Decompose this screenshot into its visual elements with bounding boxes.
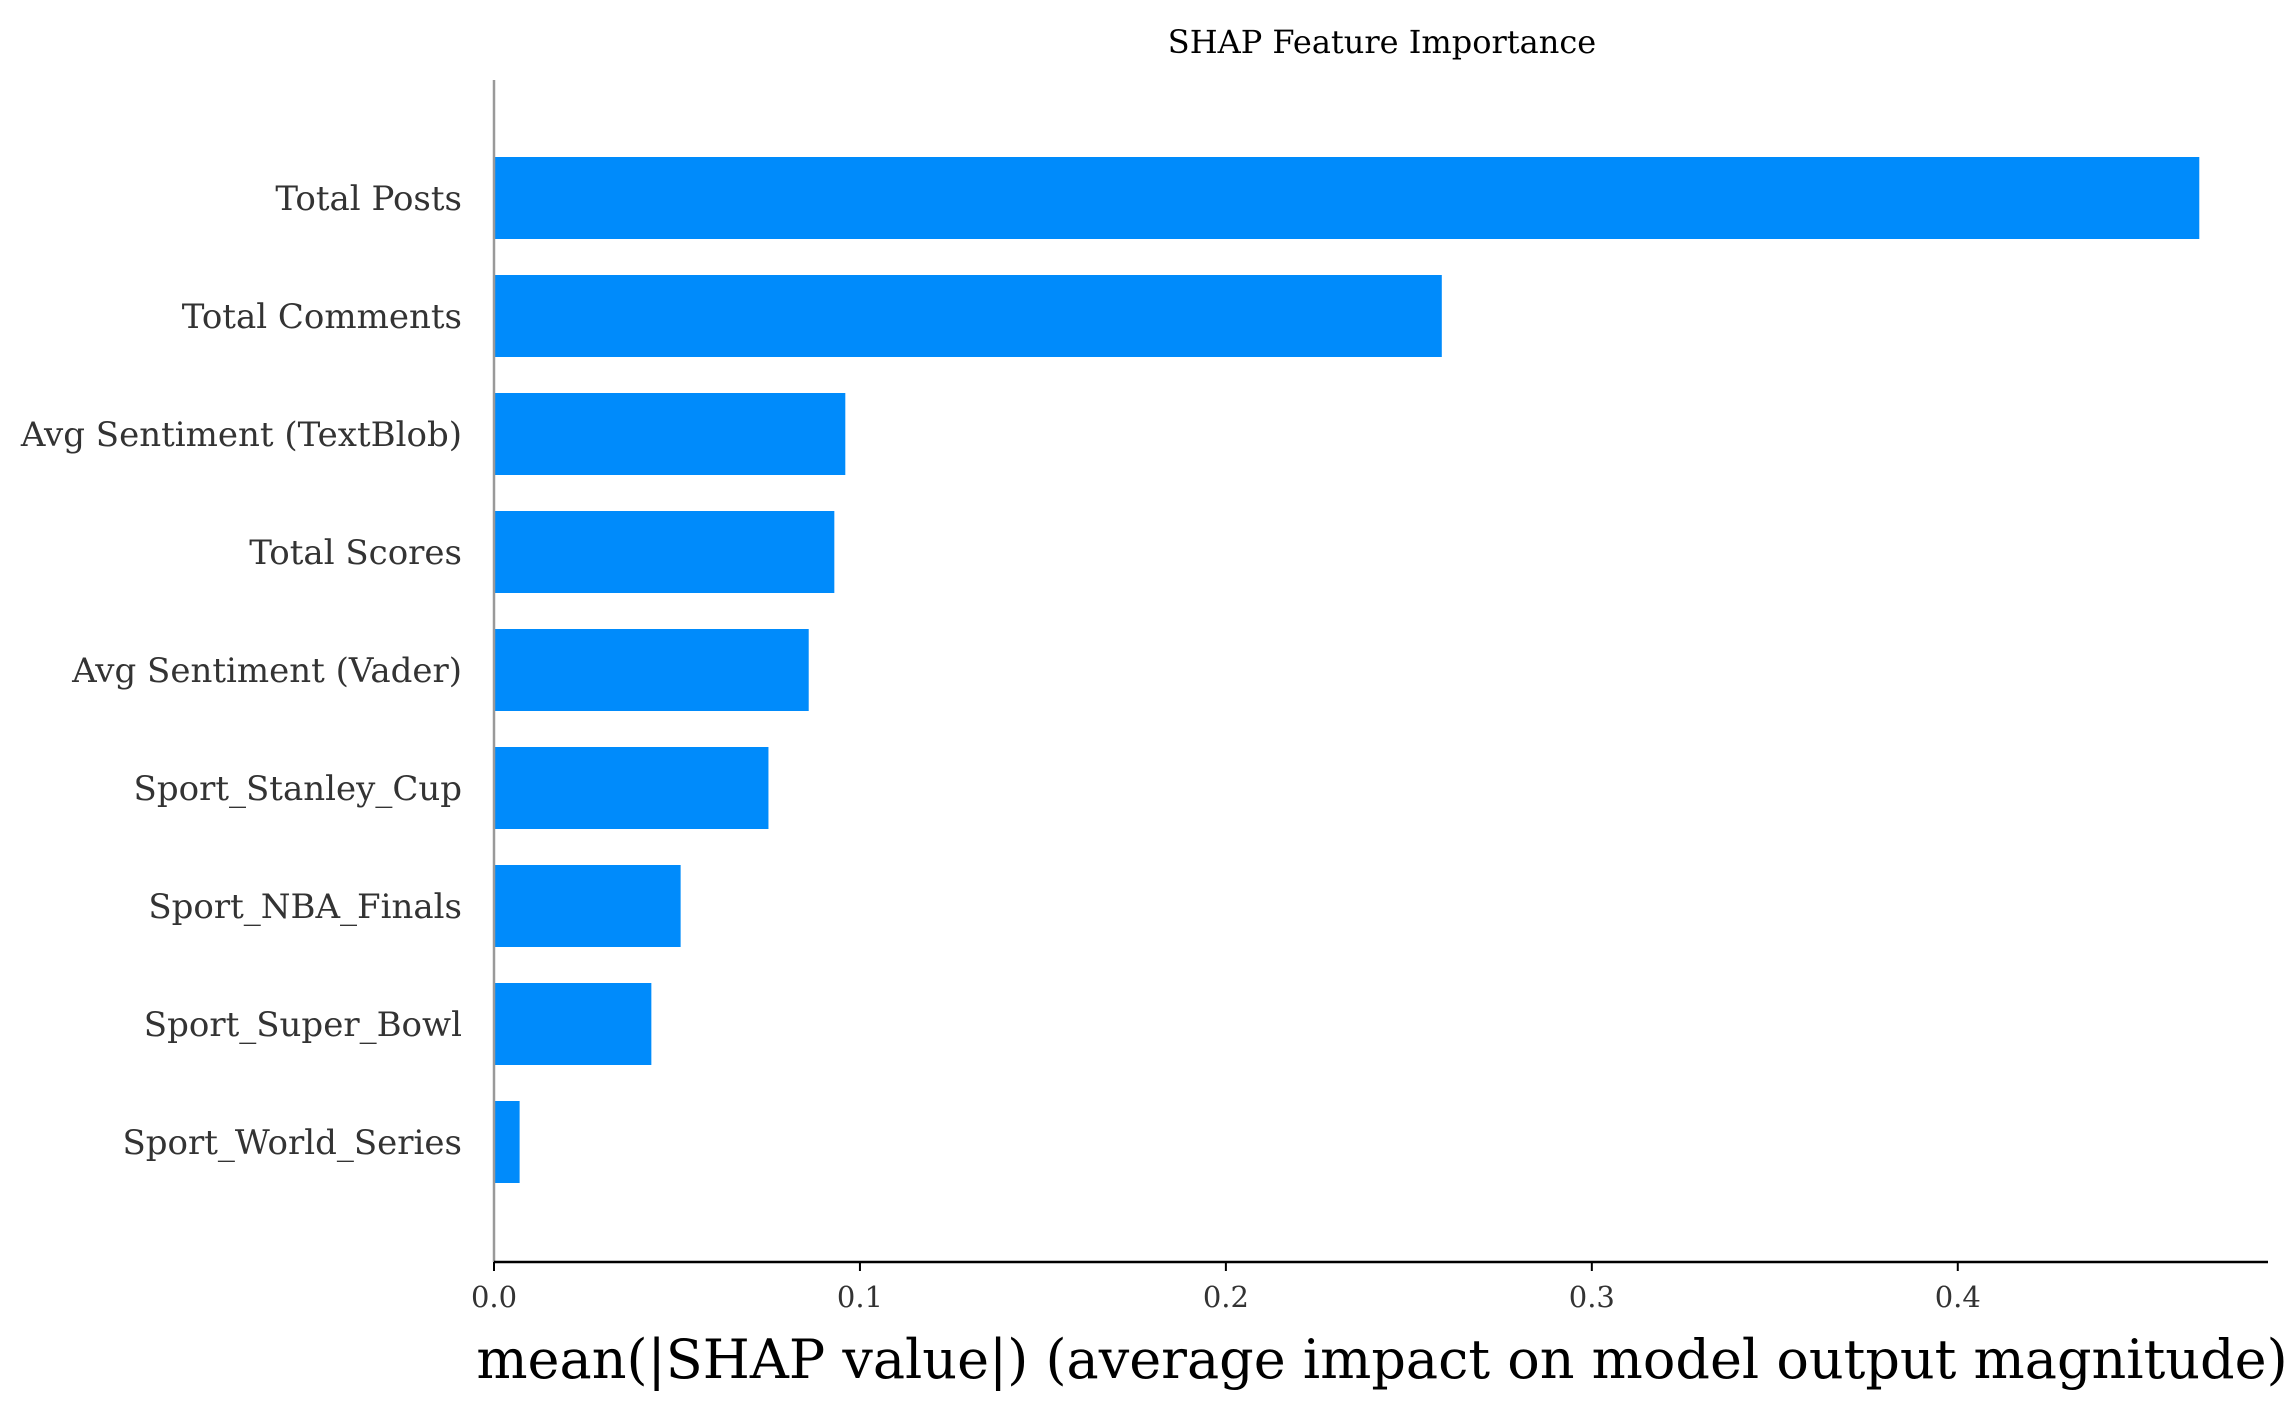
bar-0 <box>494 157 2200 239</box>
bar-8 <box>494 1101 520 1183</box>
x-tick-label: 0.4 <box>1935 1280 1981 1314</box>
bar-6 <box>494 865 681 947</box>
x-tick-label: 0.1 <box>837 1280 883 1314</box>
bar-7 <box>494 983 652 1065</box>
category-label: Avg Sentiment (TextBlob) <box>20 415 462 455</box>
category-label: Avg Sentiment (Vader) <box>71 651 462 691</box>
category-label: Sport_Stanley_Cup <box>134 769 462 809</box>
x-tick-label: 0.0 <box>471 1280 517 1314</box>
x-tick-label: 0.3 <box>1569 1280 1615 1314</box>
x-tick-label: 0.2 <box>1203 1280 1249 1314</box>
category-label: Sport_Super_Bowl <box>144 1005 462 1045</box>
chart-title: SHAP Feature Importance <box>1168 23 1596 61</box>
category-label: Total Scores <box>249 533 462 573</box>
category-label: Sport_World_Series <box>122 1123 462 1163</box>
bar-5 <box>494 747 769 829</box>
bars-group <box>494 157 2200 1183</box>
category-label: Total Posts <box>275 179 462 219</box>
category-labels: Total Posts Total Comments Avg Sentiment (… <box>20 179 462 1163</box>
bar-1 <box>494 275 1442 357</box>
bar-3 <box>494 511 835 593</box>
x-axis-ticks: 0.0 0.1 0.2 0.3 0.4 <box>471 1262 1981 1314</box>
bar-4 <box>494 629 809 711</box>
bar-2 <box>494 393 846 475</box>
x-axis-label: mean(|SHAP value|) (average impact on mo… <box>476 1328 2287 1391</box>
category-label: Total Comments <box>182 297 462 337</box>
category-label: Sport_NBA_Finals <box>148 887 462 927</box>
